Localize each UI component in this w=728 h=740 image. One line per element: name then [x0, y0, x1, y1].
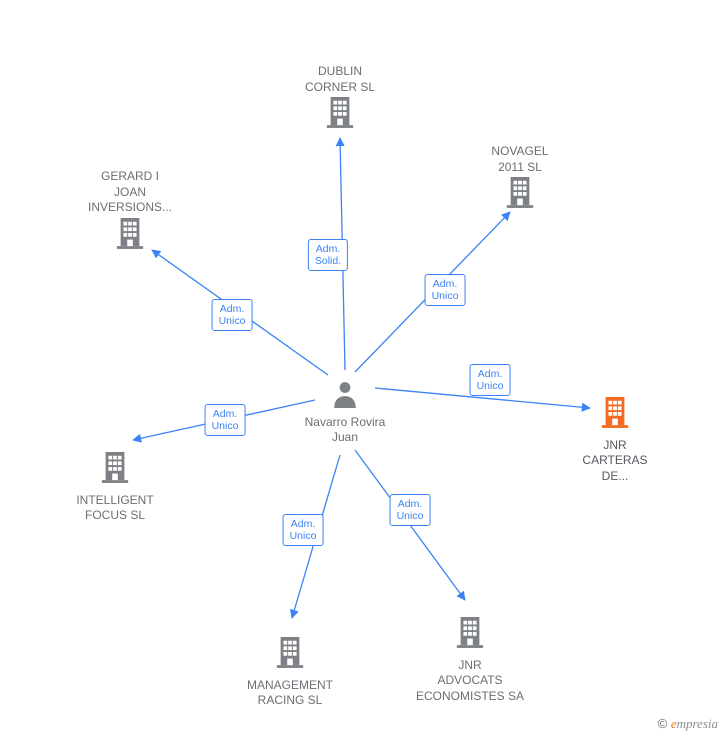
building-icon [505, 175, 535, 214]
company-node-gerard[interactable]: GERARD I JOAN INVERSIONS... [70, 165, 190, 254]
center-person-node[interactable]: Navarro Rovira Juan [300, 380, 390, 446]
building-icon [275, 635, 305, 674]
company-label: INTELLIGENT FOCUS SL [55, 493, 175, 524]
company-label: MANAGEMENT RACING SL [230, 678, 350, 709]
company-node-jnrcart[interactable]: JNR CARTERAS DE... [555, 395, 675, 484]
edge-label: Adm. Unico [390, 494, 431, 526]
building-icon [455, 615, 485, 654]
company-label: NOVAGEL 2011 SL [460, 144, 580, 175]
building-icon [600, 395, 630, 434]
company-label: DUBLIN CORNER SL [280, 64, 400, 95]
edge-label: Adm. Unico [425, 274, 466, 306]
building-icon [115, 216, 145, 255]
company-node-jnradv[interactable]: JNR ADVOCATS ECONOMISTES SA [410, 615, 530, 704]
edge-label: Adm. Solid. [308, 239, 348, 271]
company-node-novagel[interactable]: NOVAGEL 2011 SL [460, 140, 580, 214]
company-label: GERARD I JOAN INVERSIONS... [70, 169, 190, 216]
edge-label: Adm. Unico [470, 364, 511, 396]
copyright-symbol: © [658, 716, 668, 731]
edge-label: Adm. Unico [283, 514, 324, 546]
edge-label: Adm. Unico [205, 404, 246, 436]
person-icon [332, 380, 358, 413]
footer-credit: © empresia [658, 716, 718, 732]
building-icon [325, 95, 355, 134]
company-node-intfocus[interactable]: INTELLIGENT FOCUS SL [55, 450, 175, 524]
building-icon [100, 450, 130, 489]
company-label: JNR CARTERAS DE... [555, 438, 675, 485]
company-node-mgmt[interactable]: MANAGEMENT RACING SL [230, 635, 350, 709]
center-label: Navarro Rovira Juan [300, 415, 390, 446]
edge-label: Adm. Unico [212, 299, 253, 331]
brand-rest: mpresia [677, 716, 718, 731]
company-node-dublin[interactable]: DUBLIN CORNER SL [280, 60, 400, 134]
company-label: JNR ADVOCATS ECONOMISTES SA [410, 658, 530, 705]
